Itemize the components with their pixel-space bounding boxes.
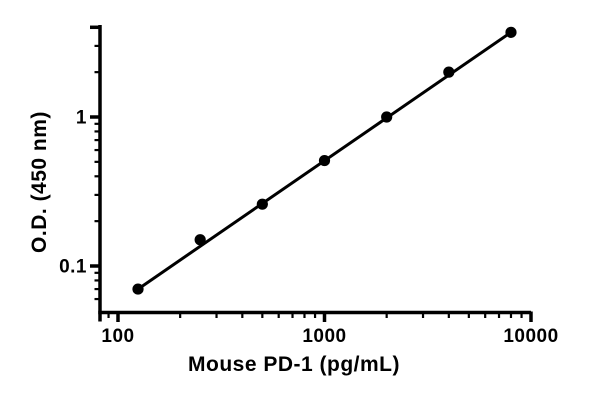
x-tick-label: 1000 — [302, 326, 346, 347]
data-point-2000 — [381, 111, 393, 123]
x-tick-label: 10000 — [503, 326, 558, 347]
y-axis-title: O.D. (450 nm) — [28, 111, 51, 253]
data-point-250 — [194, 234, 206, 246]
data-point-500 — [256, 198, 268, 210]
x-tick-label: 100 — [101, 326, 134, 347]
data-point-8000 — [505, 26, 517, 38]
data-point-125 — [132, 283, 144, 295]
data-point-4000 — [443, 66, 455, 78]
y-tick-label: 1 — [76, 108, 87, 129]
x-axis-title: Mouse PD-1 (pg/mL) — [188, 353, 400, 376]
y-tick-label: 0.1 — [59, 257, 87, 278]
data-point-1000 — [318, 154, 331, 167]
